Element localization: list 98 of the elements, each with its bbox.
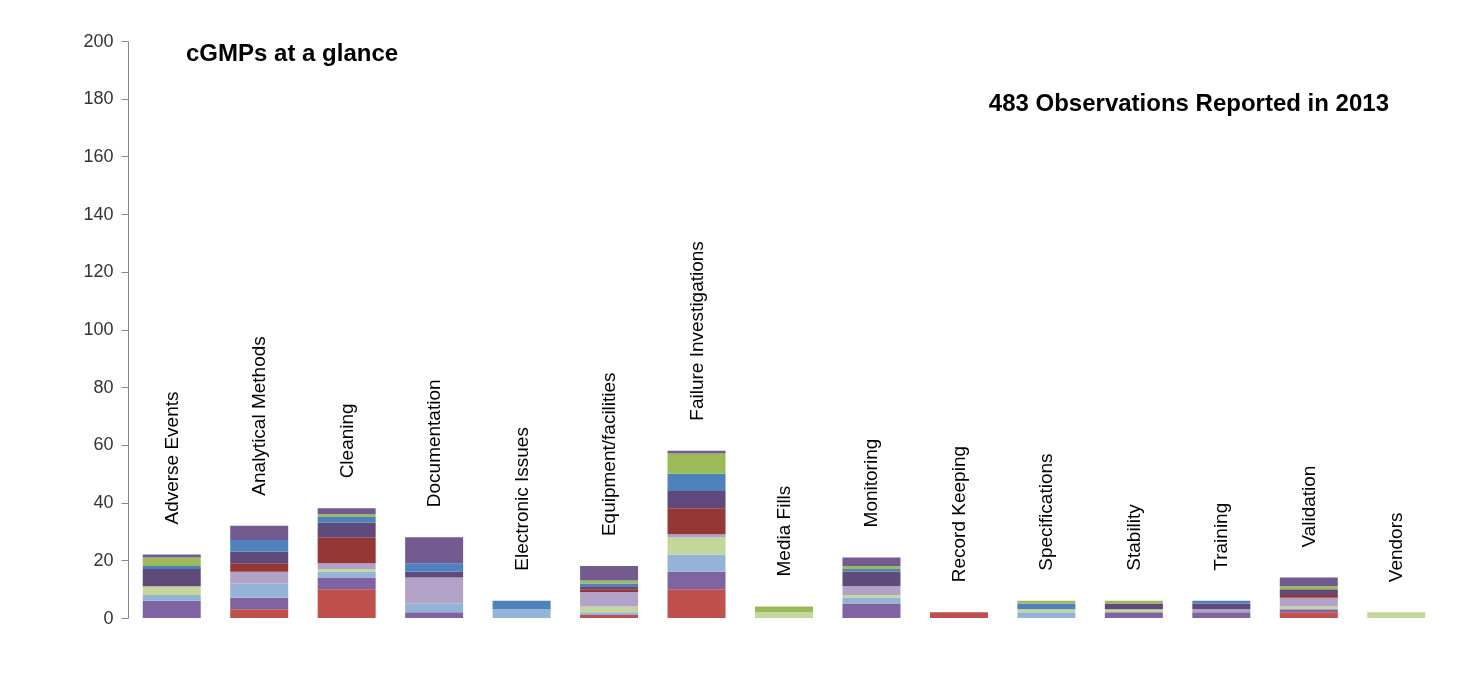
bar xyxy=(317,537,376,564)
bar xyxy=(230,551,289,564)
bar xyxy=(1279,589,1338,595)
bar xyxy=(842,603,901,618)
bar xyxy=(405,577,464,604)
x-tick-label: Media Fills xyxy=(773,485,794,577)
bar xyxy=(1017,600,1076,604)
bar xyxy=(842,571,901,587)
bar xyxy=(1104,609,1163,613)
bar xyxy=(230,563,289,572)
y-tick-label: 160 xyxy=(83,145,114,166)
bar xyxy=(492,609,551,618)
x-tick-label: Electronic Issues xyxy=(510,427,532,571)
x-tick-label: Stability xyxy=(1122,503,1144,571)
bar xyxy=(405,612,464,618)
bar xyxy=(667,473,726,492)
bar xyxy=(929,612,988,618)
bar xyxy=(142,594,201,601)
bar xyxy=(405,563,464,572)
x-tick-label: Analytical Methods xyxy=(248,336,270,496)
x-tick-label: Validation xyxy=(1297,465,1319,548)
x-tick-label: Adverse Events xyxy=(160,391,182,525)
bar xyxy=(1017,609,1076,613)
bar xyxy=(317,514,376,518)
bar xyxy=(142,568,201,587)
bar xyxy=(580,592,639,607)
bar xyxy=(230,525,289,541)
y-tick-label: 100 xyxy=(83,319,114,339)
bar xyxy=(1367,612,1426,618)
x-tick-label: Record Keeping xyxy=(947,445,969,583)
bar xyxy=(755,606,813,613)
bar xyxy=(230,597,289,610)
y-tick-label: 120 xyxy=(83,261,114,282)
bar xyxy=(1192,612,1251,618)
chart-title: cGMPs at a glance xyxy=(186,39,399,66)
bar xyxy=(1279,597,1338,607)
x-tick-label: Cleaning xyxy=(335,403,357,479)
x-tick-label: Documentation xyxy=(423,379,445,508)
bar xyxy=(142,566,201,569)
bar xyxy=(230,571,289,584)
y-tick-label: 140 xyxy=(83,203,114,224)
bar xyxy=(317,589,376,618)
bar xyxy=(142,557,201,567)
bar xyxy=(842,597,901,604)
bar xyxy=(667,453,726,474)
y-tick-label: 20 xyxy=(93,549,114,570)
bar xyxy=(667,554,726,572)
x-tick-label: Specifications xyxy=(1035,453,1057,571)
bar xyxy=(317,568,376,572)
bar xyxy=(842,586,901,595)
y-tick-label: 40 xyxy=(93,492,114,513)
bar xyxy=(230,583,289,598)
bar xyxy=(842,594,901,598)
bar xyxy=(1192,600,1251,604)
bar xyxy=(317,577,376,590)
x-tick-label: Failure Investigations xyxy=(685,241,707,421)
bar xyxy=(142,600,201,618)
bar xyxy=(1279,612,1338,618)
bar xyxy=(667,571,726,590)
y-tick-label: 60 xyxy=(93,434,114,455)
y-tick-label: 180 xyxy=(83,88,114,109)
bar xyxy=(667,534,726,538)
bar xyxy=(317,517,376,523)
x-tick-label: Vendors xyxy=(1385,512,1407,583)
bar xyxy=(667,491,726,509)
bar xyxy=(1104,612,1163,618)
bar xyxy=(842,557,901,567)
y-tick-label: 0 xyxy=(103,607,114,628)
y-tick-label: 80 xyxy=(93,376,114,397)
y-tick-label: 200 xyxy=(83,30,114,51)
bar xyxy=(405,571,464,578)
annotation: 483 Observations Reported in 2013 xyxy=(988,89,1389,116)
bar xyxy=(580,566,639,581)
bar xyxy=(405,537,464,564)
x-tick-label: Equipment/facilities xyxy=(598,372,620,537)
bar xyxy=(142,586,201,595)
bar xyxy=(230,540,289,552)
bar xyxy=(1192,609,1251,613)
x-tick-label: Monitoring xyxy=(860,438,882,528)
bar xyxy=(1279,586,1338,590)
bar xyxy=(317,508,376,515)
bar xyxy=(1279,577,1338,587)
bar xyxy=(755,612,813,618)
bar xyxy=(317,571,376,578)
bar xyxy=(667,508,726,535)
bar xyxy=(405,603,464,613)
bar xyxy=(317,522,376,538)
bar xyxy=(230,609,289,618)
bar xyxy=(580,606,639,613)
bar xyxy=(1017,612,1076,618)
bar xyxy=(492,600,551,610)
x-tick-label: Training xyxy=(1210,502,1232,571)
bar xyxy=(667,537,726,555)
bar xyxy=(317,563,376,569)
bar xyxy=(1279,594,1338,598)
bar xyxy=(667,450,726,454)
bar xyxy=(667,589,726,618)
bar xyxy=(1104,600,1163,604)
